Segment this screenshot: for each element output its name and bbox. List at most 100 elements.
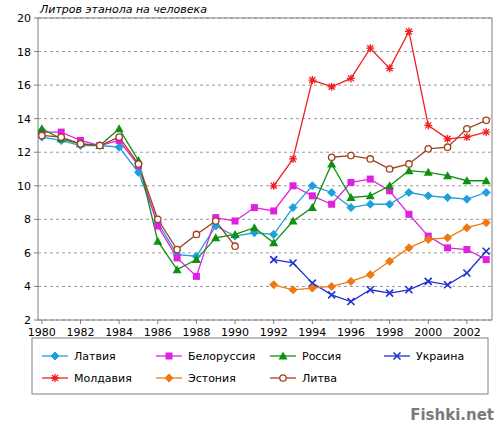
tick <box>312 320 313 324</box>
point <box>308 182 316 190</box>
point <box>308 284 316 292</box>
watermark: Fishki.net <box>410 406 494 424</box>
tick <box>41 320 42 324</box>
tick <box>34 118 38 119</box>
tick-label: 1992 <box>260 326 288 339</box>
point <box>232 243 238 249</box>
tick-label: 4 <box>24 280 31 293</box>
tick <box>389 320 390 324</box>
tick-label: 1984 <box>105 326 133 339</box>
tick <box>119 320 120 324</box>
point <box>96 142 104 150</box>
plot-area <box>38 27 491 305</box>
tick <box>235 320 236 324</box>
point <box>328 201 335 208</box>
point <box>213 218 219 224</box>
tick <box>80 320 81 324</box>
point <box>463 270 470 277</box>
tick <box>34 286 38 287</box>
point <box>38 133 46 141</box>
point <box>482 176 491 184</box>
point <box>346 193 355 201</box>
point <box>155 216 161 222</box>
point <box>116 134 122 140</box>
legend-marker <box>165 374 173 382</box>
series-line <box>274 251 487 301</box>
point <box>76 139 85 147</box>
point <box>231 230 240 238</box>
legend-marker <box>279 352 288 360</box>
point <box>462 176 471 184</box>
chart: 2468101214161820198019821984198619881990… <box>0 0 500 429</box>
point <box>386 64 394 72</box>
point <box>77 141 83 147</box>
point <box>463 195 471 203</box>
point <box>270 207 277 214</box>
grid-line <box>38 185 492 186</box>
tick-label: 10 <box>17 180 31 193</box>
legend-label: Россия <box>302 350 341 363</box>
point <box>444 144 450 150</box>
point <box>367 176 374 183</box>
tick <box>196 320 197 324</box>
tick <box>34 51 38 52</box>
point <box>328 154 334 160</box>
point <box>424 121 432 129</box>
point <box>405 188 413 196</box>
grid-line <box>38 219 492 220</box>
series-line <box>42 120 486 249</box>
point <box>347 277 355 285</box>
point <box>386 166 392 172</box>
point <box>366 271 374 279</box>
point <box>367 286 374 293</box>
point <box>328 291 335 298</box>
tick-label: 1994 <box>298 326 326 339</box>
tick-label: 8 <box>24 213 31 226</box>
point <box>289 286 297 294</box>
point <box>424 192 432 200</box>
point <box>366 200 374 208</box>
point <box>425 278 432 285</box>
point <box>463 246 470 253</box>
point <box>366 44 374 52</box>
point <box>463 133 471 141</box>
plot-frame <box>38 18 492 320</box>
point <box>308 76 316 84</box>
point <box>328 188 336 196</box>
axis-label: Литров этанола на человека <box>39 3 207 16</box>
tick <box>34 152 38 153</box>
point <box>405 286 412 293</box>
point <box>328 282 336 290</box>
tick-label: 1986 <box>144 326 172 339</box>
legend-label: Белоруссия <box>188 350 255 363</box>
point <box>193 273 200 280</box>
point <box>289 204 297 212</box>
point <box>347 298 354 305</box>
tick-label: 18 <box>17 46 31 59</box>
point <box>251 204 258 211</box>
point <box>482 188 490 196</box>
grid-line <box>38 118 492 119</box>
series-line <box>274 31 487 185</box>
point <box>95 141 104 149</box>
point <box>425 146 431 152</box>
point <box>38 124 46 132</box>
point <box>386 200 394 208</box>
point <box>115 143 123 151</box>
point <box>482 128 490 136</box>
point <box>483 248 490 255</box>
point <box>57 134 66 142</box>
tick <box>34 219 38 220</box>
point <box>444 244 451 251</box>
legend-label: Латвия <box>74 350 116 363</box>
tick <box>34 252 38 253</box>
point <box>443 171 452 179</box>
point <box>58 134 64 140</box>
legend-label: Литва <box>302 372 337 385</box>
tick <box>34 185 38 186</box>
point <box>174 254 181 261</box>
point <box>115 124 124 132</box>
legend-marker <box>51 374 59 382</box>
point <box>483 117 489 123</box>
point <box>347 204 355 212</box>
